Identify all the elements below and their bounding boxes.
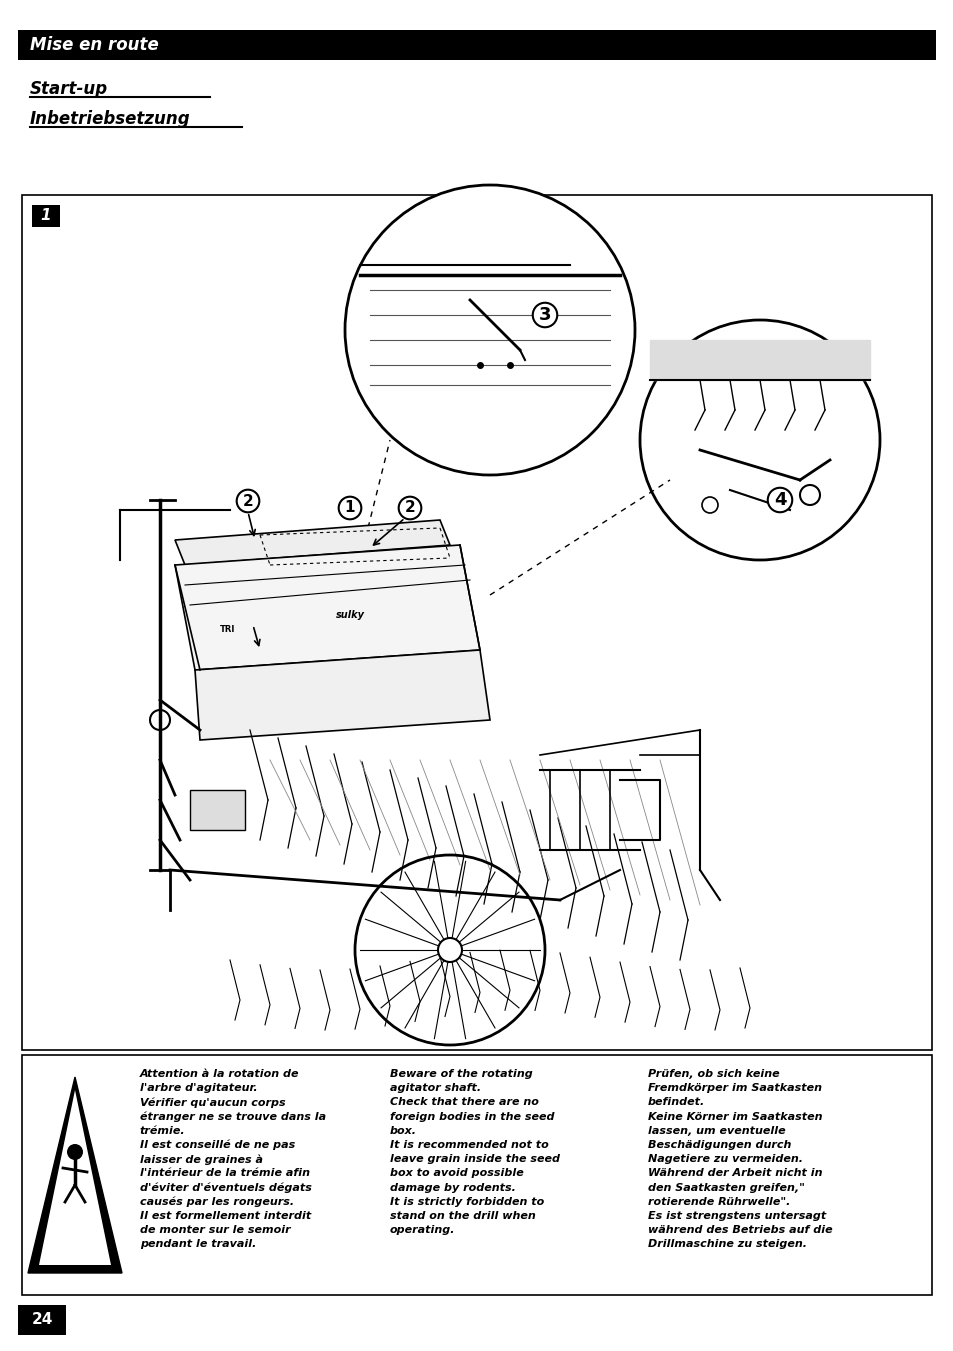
Text: 3: 3: [538, 305, 551, 324]
Text: agitator shaft.: agitator shaft.: [390, 1084, 480, 1093]
Text: Il est formellement interdit: Il est formellement interdit: [140, 1210, 311, 1221]
Text: Attention à la rotation de: Attention à la rotation de: [140, 1069, 299, 1079]
Text: Während der Arbeit nicht in: Während der Arbeit nicht in: [647, 1169, 821, 1178]
Bar: [22, 1055, 931, 1296]
Polygon shape: [194, 650, 490, 740]
Text: operating.: operating.: [390, 1225, 455, 1235]
Text: Drillmaschine zu steigen.: Drillmaschine zu steigen.: [647, 1239, 806, 1250]
Text: It is recommended not to: It is recommended not to: [390, 1140, 548, 1150]
Text: pendant le travail.: pendant le travail.: [140, 1239, 256, 1250]
Text: l'arbre d'agitateur.: l'arbre d'agitateur.: [140, 1084, 257, 1093]
Text: box.: box.: [390, 1125, 416, 1136]
Text: den Saatkasten greifen,": den Saatkasten greifen,": [647, 1182, 804, 1193]
Text: sulky: sulky: [335, 611, 364, 620]
Polygon shape: [174, 544, 479, 670]
Text: It is strictly forbidden to: It is strictly forbidden to: [390, 1197, 543, 1206]
Text: Nagetiere zu vermeiden.: Nagetiere zu vermeiden.: [647, 1154, 802, 1165]
Text: 2: 2: [404, 500, 415, 516]
Text: Mise en route: Mise en route: [30, 36, 158, 54]
Text: d'éviter d'éventuels dégats: d'éviter d'éventuels dégats: [140, 1182, 312, 1193]
Text: Fremdkörper im Saatkasten: Fremdkörper im Saatkasten: [647, 1084, 821, 1093]
Text: de monter sur le semoir: de monter sur le semoir: [140, 1225, 291, 1235]
Text: trémie.: trémie.: [140, 1125, 186, 1136]
Text: étranger ne se trouve dans la: étranger ne se trouve dans la: [140, 1112, 326, 1123]
Text: Beschädigungen durch: Beschädigungen durch: [647, 1140, 791, 1150]
Text: lassen, um eventuelle: lassen, um eventuelle: [647, 1125, 785, 1136]
Polygon shape: [649, 340, 869, 380]
Text: während des Betriebs auf die: während des Betriebs auf die: [647, 1225, 832, 1235]
Text: Es ist strengstens untersagt: Es ist strengstens untersagt: [647, 1210, 825, 1221]
Text: rotierende Rührwelle".: rotierende Rührwelle".: [647, 1197, 789, 1206]
Text: Check that there are no: Check that there are no: [390, 1097, 538, 1108]
Circle shape: [437, 938, 461, 962]
Circle shape: [639, 320, 879, 561]
Bar: [190, 790, 245, 830]
Circle shape: [345, 185, 635, 476]
Text: Beware of the rotating: Beware of the rotating: [390, 1069, 532, 1079]
Text: l'intérieur de la trémie afin: l'intérieur de la trémie afin: [140, 1169, 310, 1178]
Text: 1: 1: [344, 500, 355, 516]
Text: Il est conseillé de ne pas: Il est conseillé de ne pas: [140, 1140, 294, 1151]
Text: Inbetriebsetzung: Inbetriebsetzung: [30, 109, 191, 128]
Polygon shape: [28, 1077, 122, 1273]
Text: Keine Körner im Saatkasten: Keine Körner im Saatkasten: [647, 1112, 821, 1121]
Bar: [32, 205, 60, 227]
Text: stand on the drill when: stand on the drill when: [390, 1210, 536, 1221]
Circle shape: [67, 1144, 83, 1161]
Text: causés par les rongeurs.: causés par les rongeurs.: [140, 1197, 294, 1208]
Text: befindet.: befindet.: [647, 1097, 704, 1108]
Bar: [18, 30, 935, 59]
Text: TRI: TRI: [220, 626, 235, 635]
Text: foreign bodies in the seed: foreign bodies in the seed: [390, 1112, 554, 1121]
Bar: [22, 195, 931, 1050]
Text: laisser de graines à: laisser de graines à: [140, 1154, 263, 1165]
Polygon shape: [174, 520, 450, 565]
Text: box to avoid possible: box to avoid possible: [390, 1169, 523, 1178]
Polygon shape: [39, 1090, 111, 1265]
Text: Prüfen, ob sich keine: Prüfen, ob sich keine: [647, 1069, 779, 1079]
Text: Start-up: Start-up: [30, 80, 108, 99]
Text: damage by rodents.: damage by rodents.: [390, 1182, 516, 1193]
Bar: [18, 1305, 66, 1335]
Text: 4: 4: [773, 490, 785, 509]
Text: 1: 1: [41, 208, 51, 223]
Text: 2: 2: [242, 493, 253, 508]
Text: leave grain inside the seed: leave grain inside the seed: [390, 1154, 559, 1165]
Text: Vérifier qu'aucun corps: Vérifier qu'aucun corps: [140, 1097, 285, 1108]
Text: 24: 24: [31, 1313, 52, 1328]
